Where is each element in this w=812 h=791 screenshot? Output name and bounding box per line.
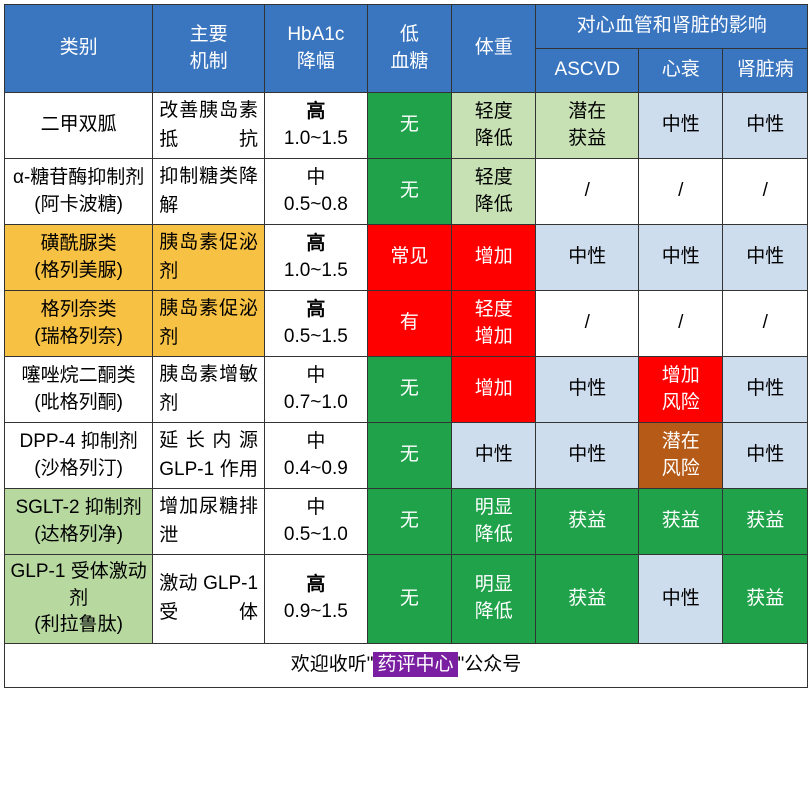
table-cell: 常见 [367, 225, 451, 291]
table-cell: 中性 [639, 93, 723, 159]
footer-pill: 药评中心 [373, 652, 457, 677]
table-cell: 增加风险 [639, 357, 723, 423]
table-cell: 抑制糖类降解 [153, 159, 265, 225]
table-cell: 无 [367, 159, 451, 225]
hdr-hypo: 低血糖 [367, 5, 451, 93]
table-cell: / [536, 291, 639, 357]
table-cell: / [536, 159, 639, 225]
footer-post: "公众号 [458, 654, 522, 675]
table-cell: 中性 [639, 555, 723, 644]
table-row: GLP-1 受体激动剂(利拉鲁肽)激动 GLP-1 受体高0.9~1.5无明显降… [5, 555, 808, 644]
table-cell: 中0.4~0.9 [265, 423, 368, 489]
table-cell: α-糖苷酶抑制剂(阿卡波糖) [5, 159, 153, 225]
table-cell: 改善胰岛素抵抗 [153, 93, 265, 159]
hdr-mechanism: 主要机制 [153, 5, 265, 93]
table-row: DPP-4 抑制剂(沙格列汀)延长内源GLP-1 作用中0.4~0.9无中性中性… [5, 423, 808, 489]
table-cell: 轻度降低 [452, 93, 536, 159]
table-row: SGLT-2 抑制剂(达格列净)增加尿糖排泄中0.5~1.0无明显降低获益获益获… [5, 489, 808, 555]
table-cell: 中性 [723, 225, 808, 291]
table-cell: / [639, 159, 723, 225]
table-cell: 无 [367, 489, 451, 555]
table-row: 格列奈类(瑞格列奈)胰岛素促泌剂高0.5~1.5有轻度增加/// [5, 291, 808, 357]
table-row: 二甲双胍改善胰岛素抵抗高1.0~1.5无轻度降低潜在获益中性中性 [5, 93, 808, 159]
table-cell: / [723, 291, 808, 357]
table-row: 磺酰脲类(格列美脲)胰岛素促泌剂高1.0~1.5常见增加中性中性中性 [5, 225, 808, 291]
hdr-hba1c: HbA1c降幅 [265, 5, 368, 93]
table-cell: 获益 [536, 489, 639, 555]
footer-row: 欢迎收听"药评中心"公众号 [5, 643, 808, 687]
table-cell: 高1.0~1.5 [265, 93, 368, 159]
table-cell: 获益 [723, 555, 808, 644]
table-cell: 有 [367, 291, 451, 357]
table-row: 噻唑烷二酮类(吡格列酮)胰岛素增敏剂中0.7~1.0无增加中性增加风险中性 [5, 357, 808, 423]
hdr-category: 类别 [5, 5, 153, 93]
table-cell: 高0.9~1.5 [265, 555, 368, 644]
table-cell: DPP-4 抑制剂(沙格列汀) [5, 423, 153, 489]
table-cell: 中性 [723, 357, 808, 423]
table-cell: 中性 [536, 423, 639, 489]
hdr-weight: 体重 [452, 5, 536, 93]
table-cell: 高1.0~1.5 [265, 225, 368, 291]
table-cell: 高0.5~1.5 [265, 291, 368, 357]
table-cell: 激动 GLP-1 受体 [153, 555, 265, 644]
table-cell: 噻唑烷二酮类(吡格列酮) [5, 357, 153, 423]
table-cell: 增加 [452, 357, 536, 423]
table-header: 类别 主要机制 HbA1c降幅 低血糖 体重 对心血管和肾脏的影响 ASCVD … [5, 5, 808, 93]
table-cell: 延长内源GLP-1 作用 [153, 423, 265, 489]
table-cell: 轻度增加 [452, 291, 536, 357]
table-cell: 增加尿糖排泄 [153, 489, 265, 555]
table-cell: 二甲双胍 [5, 93, 153, 159]
table-cell: 无 [367, 555, 451, 644]
hdr-ascvd: ASCVD [536, 49, 639, 93]
table-cell: SGLT-2 抑制剂(达格列净) [5, 489, 153, 555]
table-body: 二甲双胍改善胰岛素抵抗高1.0~1.5无轻度降低潜在获益中性中性α-糖苷酶抑制剂… [5, 93, 808, 644]
table-row: α-糖苷酶抑制剂(阿卡波糖)抑制糖类降解中0.5~0.8无轻度降低/// [5, 159, 808, 225]
table-cell: 中性 [536, 225, 639, 291]
table-cell: 明显降低 [452, 555, 536, 644]
table-cell: 中性 [723, 93, 808, 159]
table-cell: 潜在获益 [536, 93, 639, 159]
table-cell: 中性 [723, 423, 808, 489]
table-cell: 无 [367, 423, 451, 489]
table-cell: 胰岛素增敏剂 [153, 357, 265, 423]
table-cell: 胰岛素促泌剂 [153, 291, 265, 357]
table-cell: 格列奈类(瑞格列奈) [5, 291, 153, 357]
table-cell: 增加 [452, 225, 536, 291]
table-cell: 中0.7~1.0 [265, 357, 368, 423]
table-cell: 轻度降低 [452, 159, 536, 225]
hdr-cardio-renal: 对心血管和肾脏的影响 [536, 5, 808, 49]
table-cell: 潜在风险 [639, 423, 723, 489]
table-cell: / [723, 159, 808, 225]
table-cell: 明显降低 [452, 489, 536, 555]
table-cell: 中0.5~0.8 [265, 159, 368, 225]
table-cell: 中性 [639, 225, 723, 291]
table-cell: 获益 [536, 555, 639, 644]
table-cell: 无 [367, 357, 451, 423]
table-cell: 中性 [452, 423, 536, 489]
table-cell: 获益 [723, 489, 808, 555]
table-cell: 中性 [536, 357, 639, 423]
table-cell: GLP-1 受体激动剂(利拉鲁肽) [5, 555, 153, 644]
table-cell: / [639, 291, 723, 357]
hdr-hf: 心衰 [639, 49, 723, 93]
table-cell: 胰岛素促泌剂 [153, 225, 265, 291]
hdr-renal: 肾脏病 [723, 49, 808, 93]
table-cell: 磺酰脲类(格列美脲) [5, 225, 153, 291]
table-cell: 中0.5~1.0 [265, 489, 368, 555]
table-cell: 无 [367, 93, 451, 159]
footer-pre: 欢迎收听" [291, 654, 374, 675]
table-cell: 获益 [639, 489, 723, 555]
drug-comparison-table: 类别 主要机制 HbA1c降幅 低血糖 体重 对心血管和肾脏的影响 ASCVD … [4, 4, 808, 688]
